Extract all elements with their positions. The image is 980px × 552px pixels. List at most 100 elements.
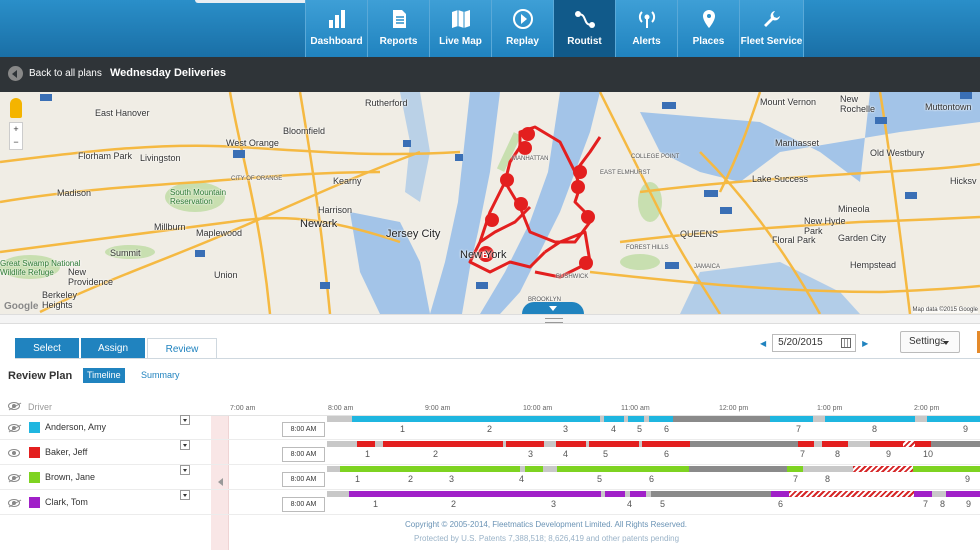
- settings-dropdown[interactable]: Settings: [900, 331, 960, 353]
- start-time-input[interactable]: 8:00 AM: [282, 497, 325, 512]
- idle-segment[interactable]: [848, 441, 870, 447]
- idle-segment[interactable]: [651, 491, 771, 497]
- previous-date-arrow-icon[interactable]: ◀: [760, 338, 767, 348]
- nav-reports[interactable]: Reports: [367, 0, 429, 57]
- stop-number[interactable]: 3: [528, 449, 534, 459]
- driver-menu-dropdown[interactable]: [180, 490, 190, 500]
- stop-number[interactable]: 4: [563, 449, 569, 459]
- start-time-input[interactable]: 8:00 AM: [282, 422, 325, 437]
- stop-number[interactable]: 6: [778, 499, 784, 509]
- collapse-drivers-handle[interactable]: [211, 416, 229, 550]
- stop-number[interactable]: 2: [433, 449, 439, 459]
- idle-segment[interactable]: [814, 441, 822, 447]
- stop-number[interactable]: 8: [940, 499, 946, 509]
- route-segment[interactable]: [589, 441, 639, 447]
- stop-number[interactable]: 6: [664, 424, 670, 434]
- stop-number[interactable]: 5: [637, 424, 643, 434]
- stop-number[interactable]: 3: [563, 424, 569, 434]
- idle-segment[interactable]: [327, 491, 349, 497]
- stop-number[interactable]: 5: [660, 499, 666, 509]
- route-segment[interactable]: [787, 466, 803, 472]
- nav-places[interactable]: Places: [677, 0, 739, 57]
- idle-segment[interactable]: [833, 466, 853, 472]
- stop-number[interactable]: 1: [400, 424, 406, 434]
- route-segment[interactable]: [928, 466, 980, 472]
- start-time-input[interactable]: 8:00 AM: [282, 447, 325, 462]
- route-segment[interactable]: [771, 491, 789, 497]
- stop-number[interactable]: 8: [872, 424, 878, 434]
- idle-segment[interactable]: [673, 416, 770, 422]
- nav-dashboard[interactable]: Dashboard: [305, 0, 367, 57]
- route-segment[interactable]: [357, 441, 375, 447]
- nav-routist[interactable]: Routist: [553, 0, 615, 57]
- stop-number[interactable]: 7: [796, 424, 802, 434]
- stop-number[interactable]: 5: [603, 449, 609, 459]
- route-segment[interactable]: [649, 416, 673, 422]
- route-segment[interactable]: [340, 466, 520, 472]
- stop-number[interactable]: 8: [835, 449, 841, 459]
- visibility-toggle-icon[interactable]: [8, 402, 20, 410]
- idle-segment[interactable]: [601, 491, 605, 497]
- overtime-segment[interactable]: [903, 441, 915, 447]
- route-segment[interactable]: [913, 466, 928, 472]
- stop-number[interactable]: 8: [825, 474, 831, 484]
- route-segment[interactable]: [825, 416, 915, 422]
- route-segment[interactable]: [798, 441, 814, 447]
- stop-number[interactable]: 4: [611, 424, 617, 434]
- stop-number[interactable]: 9: [963, 424, 969, 434]
- stop-number[interactable]: 4: [519, 474, 525, 484]
- overtime-segment[interactable]: [789, 491, 914, 497]
- collapse-map-button[interactable]: [522, 302, 584, 314]
- idle-segment[interactable]: [586, 441, 589, 447]
- idle-segment[interactable]: [639, 441, 642, 447]
- stop-number[interactable]: 10: [923, 449, 934, 459]
- stop-number[interactable]: 7: [800, 449, 806, 459]
- next-date-arrow-icon[interactable]: ▶: [862, 338, 869, 348]
- idle-segment[interactable]: [544, 441, 556, 447]
- date-input[interactable]: 5/20/2015: [772, 334, 857, 352]
- nav-fleet-service[interactable]: Fleet Service: [739, 0, 803, 57]
- idle-segment[interactable]: [327, 441, 357, 447]
- stop-number[interactable]: 1: [355, 474, 361, 484]
- route-segment[interactable]: [642, 441, 690, 447]
- idle-segment[interactable]: [931, 441, 980, 447]
- route-segment[interactable]: [383, 441, 503, 447]
- stop-number[interactable]: 2: [451, 499, 457, 509]
- driver-menu-dropdown[interactable]: [180, 415, 190, 425]
- stop-number[interactable]: 1: [365, 449, 371, 459]
- calendar-icon[interactable]: [841, 338, 852, 348]
- idle-segment[interactable]: [600, 416, 604, 422]
- idle-segment[interactable]: [327, 416, 352, 422]
- visibility-toggle-icon[interactable]: [8, 424, 20, 432]
- start-time-input[interactable]: 8:00 AM: [282, 472, 325, 487]
- visibility-toggle-icon[interactable]: [8, 499, 20, 507]
- overtime-segment[interactable]: [853, 466, 913, 472]
- map-zoom-control[interactable]: + −: [9, 122, 23, 150]
- stop-number[interactable]: 9: [886, 449, 892, 459]
- route-segment[interactable]: [822, 441, 848, 447]
- idle-segment[interactable]: [915, 416, 927, 422]
- back-to-plans-button[interactable]: Back to all plans: [8, 66, 102, 81]
- idle-segment[interactable]: [520, 466, 525, 472]
- stop-number[interactable]: 3: [551, 499, 557, 509]
- stop-number[interactable]: 5: [597, 474, 603, 484]
- route-segment[interactable]: [349, 491, 601, 497]
- subtab-timeline[interactable]: Timeline: [83, 368, 125, 383]
- idle-segment[interactable]: [690, 441, 798, 447]
- route-segment[interactable]: [628, 416, 644, 422]
- idle-segment[interactable]: [813, 416, 825, 422]
- idle-segment[interactable]: [624, 416, 628, 422]
- visibility-toggle-icon[interactable]: [8, 449, 20, 457]
- route-segment[interactable]: [604, 416, 624, 422]
- panel-splitter[interactable]: [0, 314, 980, 324]
- orange-button-edge[interactable]: [977, 331, 980, 353]
- route-segment[interactable]: [525, 466, 543, 472]
- route-segment[interactable]: [352, 416, 600, 422]
- stop-number[interactable]: 2: [408, 474, 414, 484]
- nav-replay[interactable]: Replay: [491, 0, 553, 57]
- idle-segment[interactable]: [327, 466, 340, 472]
- stop-number[interactable]: 4: [627, 499, 633, 509]
- route-segment[interactable]: [927, 416, 980, 422]
- route-segment[interactable]: [506, 441, 544, 447]
- visibility-toggle-icon[interactable]: [8, 474, 20, 482]
